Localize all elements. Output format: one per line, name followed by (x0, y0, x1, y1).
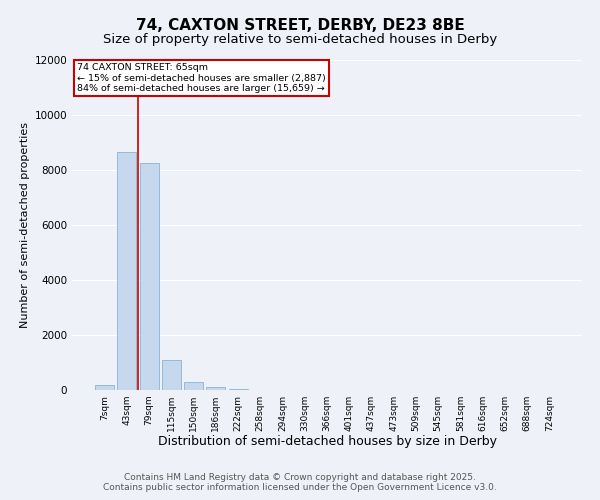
Bar (118, 152, 136, 390)
Text: Size of property relative to semi-detached houses in Derby: Size of property relative to semi-detach… (103, 32, 497, 46)
Text: 74, CAXTON STREET, DERBY, DE23 8BE: 74, CAXTON STREET, DERBY, DE23 8BE (136, 18, 464, 32)
Bar (229, 389, 248, 390)
Bar (206, 387, 225, 390)
Bar (162, 360, 181, 390)
Text: 74 CAXTON STREET: 65sqm
← 15% of semi-detached houses are smaller (2,887)
84% of: 74 CAXTON STREET: 65sqm ← 15% of semi-de… (77, 64, 326, 93)
X-axis label: Distribution of semi-detached houses by size in Derby: Distribution of semi-detached houses by … (157, 436, 497, 448)
Text: Contains HM Land Registry data © Crown copyright and database right 2025.
Contai: Contains HM Land Registry data © Crown c… (103, 473, 497, 492)
Bar (140, 163, 158, 390)
Bar (95, 384, 114, 390)
Y-axis label: Number of semi-detached properties: Number of semi-detached properties (20, 122, 30, 328)
Bar (184, 382, 203, 390)
